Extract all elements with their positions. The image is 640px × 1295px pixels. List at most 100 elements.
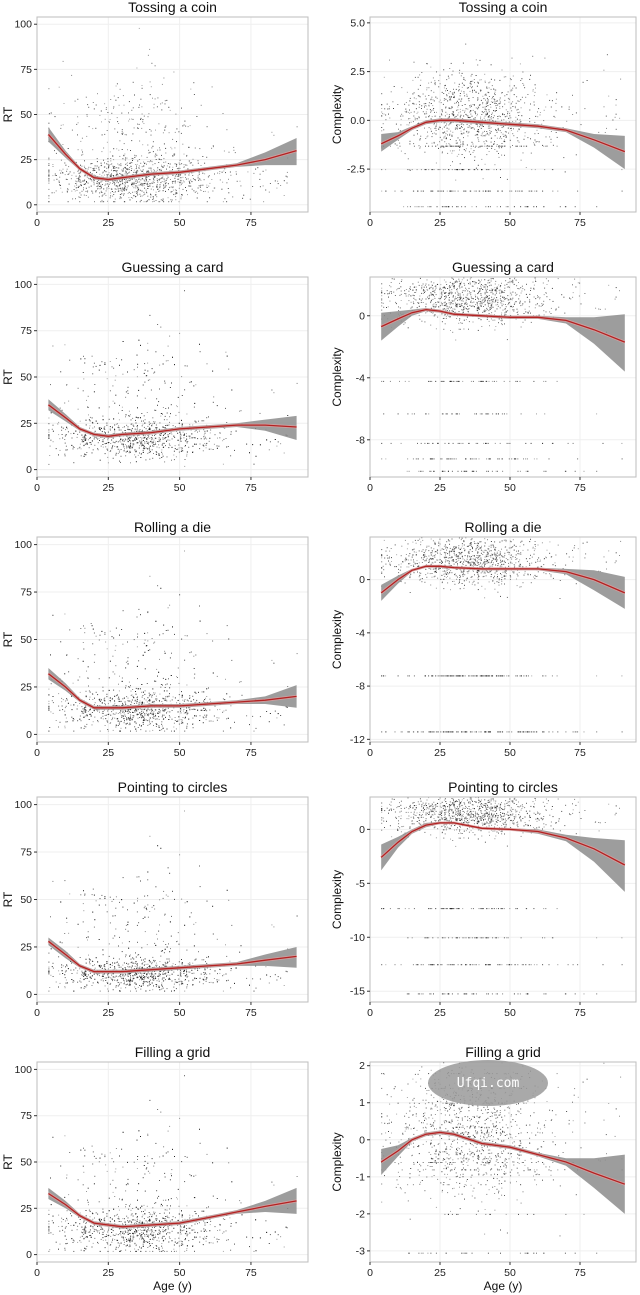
data-point (155, 424, 157, 426)
data-point (381, 299, 383, 301)
data-point (259, 178, 261, 180)
data-point (439, 83, 441, 85)
data-point (434, 289, 436, 291)
data-point (417, 442, 418, 444)
data-point (466, 308, 468, 310)
data-point (436, 283, 438, 285)
data-point (487, 280, 489, 282)
data-point (133, 182, 135, 184)
data-point (549, 99, 551, 101)
data-point (452, 190, 454, 192)
data-point (62, 144, 64, 145)
data-point (411, 306, 413, 308)
data-point (446, 94, 448, 96)
data-point (101, 441, 103, 443)
data-point (152, 180, 154, 182)
data-point (459, 295, 461, 297)
data-point (490, 280, 492, 282)
data-point (199, 351, 201, 353)
data-point (435, 130, 437, 131)
data-point (490, 127, 492, 129)
data-point (153, 177, 155, 179)
data-point (161, 83, 163, 85)
data-point (477, 64, 479, 66)
data-point (87, 190, 89, 192)
data-point (479, 190, 481, 192)
data-point (392, 101, 394, 103)
data-point (113, 170, 115, 171)
data-point (501, 290, 503, 292)
data-point (517, 310, 519, 312)
data-point (452, 115, 454, 117)
data-point (230, 174, 232, 176)
data-point (121, 174, 123, 176)
data-point (145, 189, 147, 191)
data-point (142, 430, 143, 432)
data-point (206, 156, 208, 158)
data-point (195, 384, 197, 386)
data-point (79, 201, 81, 203)
data-point (136, 163, 138, 165)
data-point (113, 95, 115, 97)
data-point (148, 421, 150, 423)
data-point (504, 95, 506, 97)
data-point (92, 102, 94, 103)
data-point (183, 437, 185, 439)
data-point (448, 145, 450, 147)
data-point (118, 412, 119, 414)
data-point (521, 304, 523, 306)
y-tick-label: 0 (26, 464, 32, 476)
data-point (422, 458, 424, 460)
data-point (450, 190, 452, 192)
data-point (137, 123, 138, 125)
data-point (468, 151, 470, 153)
data-point (465, 148, 467, 150)
data-point (86, 443, 88, 445)
data-point (499, 286, 501, 288)
data-point (478, 190, 480, 192)
data-point (149, 151, 151, 153)
data-point (163, 181, 165, 183)
data-point (92, 427, 94, 429)
data-point (98, 427, 100, 429)
data-point (174, 426, 176, 428)
data-point (112, 446, 113, 448)
data-point (448, 458, 450, 460)
data-point (407, 158, 409, 160)
data-point (438, 306, 440, 308)
data-point (131, 428, 133, 430)
data-point (486, 101, 488, 103)
data-point (50, 112, 52, 114)
data-point (491, 312, 493, 314)
data-point (480, 293, 482, 295)
data-point (574, 470, 576, 472)
data-point (80, 140, 82, 142)
data-point (158, 428, 160, 430)
data-point (144, 183, 146, 184)
data-point (152, 141, 154, 143)
data-point (195, 190, 197, 192)
data-point (457, 303, 459, 305)
data-point (147, 370, 149, 372)
data-point (66, 191, 68, 193)
data-point (160, 326, 162, 328)
data-point (426, 87, 428, 89)
data-point (497, 305, 499, 307)
data-point (457, 109, 459, 111)
data-point (475, 304, 477, 306)
data-point (437, 301, 439, 303)
data-point (467, 108, 469, 110)
data-point (180, 180, 182, 182)
data-point (520, 99, 522, 101)
data-point (483, 297, 485, 299)
data-point (194, 179, 196, 181)
data-point (486, 169, 488, 171)
data-point (485, 95, 487, 96)
data-point (442, 318, 444, 319)
data-point (146, 182, 148, 184)
data-point (100, 436, 102, 438)
data-point (603, 106, 605, 108)
data-point (141, 85, 143, 86)
data-point (155, 443, 157, 445)
data-point (523, 145, 525, 147)
